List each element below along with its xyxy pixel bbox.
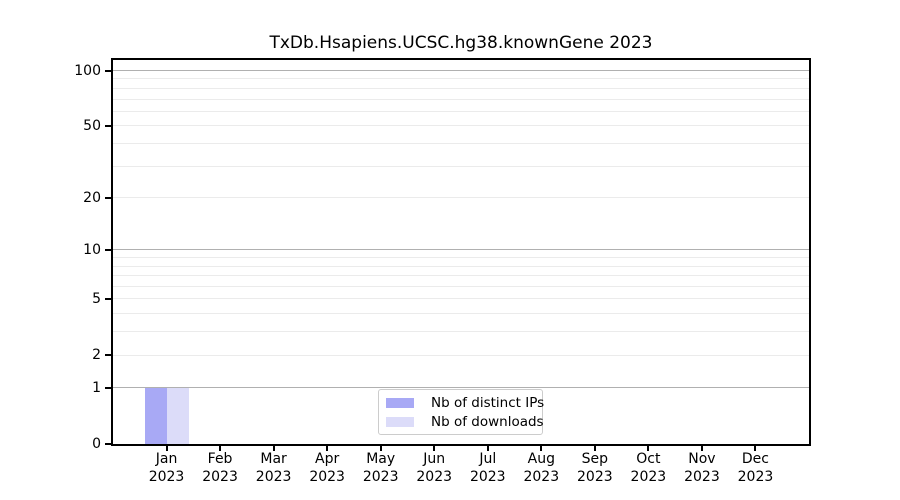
year-label: 2023 [523,468,560,485]
y-axis-tick-label: 1 [92,379,101,396]
gridline-major [113,70,809,71]
y-axis-tick-label: 0 [92,436,101,452]
gridline-minor [113,142,809,144]
legend-swatch-downloads [386,416,414,427]
gridline-minor [113,110,809,112]
x-tick-mark [540,446,543,451]
month-label: Jun [423,451,446,467]
gridline-minor [113,87,809,89]
y-tick-mark [105,248,111,251]
month-label: Jul [479,451,497,467]
legend: Nb of distinct IPs Nb of downloads [378,389,545,435]
x-axis-tick-label: Feb 2023 [180,451,260,486]
month-label: Mar [260,451,287,467]
y-tick-mark [105,297,111,300]
month-label: Dec [741,451,769,467]
month-label: Sep [581,451,609,467]
year-label: 2023 [362,468,399,485]
bar-jan-nb-of-distinct-ips [144,387,167,444]
y-tick-mark [105,196,111,199]
chart-title: TxDb.Hsapiens.UCSC.hg38.knownGene 2023 [269,33,653,53]
y-tick-mark [105,124,111,127]
gridline-minor [113,286,809,288]
year-label: 2023 [577,468,613,485]
x-tick-mark [326,446,329,451]
y-tick-mark [105,354,111,357]
gridline-minor [113,257,809,259]
gridline-minor [113,275,809,277]
month-label: Aug [527,451,555,467]
year-label: 2023 [416,468,453,485]
x-tick-mark [165,446,168,451]
x-tick-mark [593,446,596,451]
year-label: 2023 [630,468,667,485]
year-label: 2023 [684,468,720,485]
x-tick-mark [272,446,275,451]
year-label: 2023 [737,468,774,485]
gridline-minor [113,98,809,100]
y-axis-tick-label: 10 [83,241,101,258]
y-axis-tick-label: 50 [83,117,101,134]
year-label: 2023 [469,468,506,485]
year-label: 2023 [148,468,185,485]
gridline-minor [113,265,809,267]
legend-label-distinct-ips: Nb of distinct IPs [431,394,545,411]
y-axis-tick-label: 2 [92,347,101,364]
gridline-minor [113,354,809,356]
x-tick-mark [647,446,650,451]
legend-swatch-distinct-ips [386,397,414,408]
year-label: 2023 [309,468,345,485]
x-axis-tick-label: Mar 2023 [234,451,314,486]
year-label: 2023 [255,468,292,485]
x-axis-tick-label: Oct 2023 [608,451,688,486]
gridline-minor [113,197,809,199]
gridline-minor [113,78,809,80]
gridline-minor [113,298,809,300]
month-label: May [366,451,396,467]
gridline-major [113,249,809,251]
x-tick-mark [379,446,382,451]
x-axis-tick-label: Aug 2023 [501,451,581,486]
x-axis-tick-label: Jul 2023 [448,451,528,486]
month-label: Apr [315,451,340,467]
year-label: 2023 [202,468,238,485]
gridline-minor [113,331,809,333]
x-tick-mark [700,446,703,451]
month-label: Jan [155,451,178,467]
gridline-minor [113,165,809,167]
y-tick-mark [105,69,111,72]
y-axis-tick-label: 100 [74,62,101,79]
x-axis-tick-label: Nov 2023 [662,451,742,486]
month-label: Feb [207,451,233,467]
bar-jan-nb-of-downloads [166,387,189,444]
y-axis-tick-label: 20 [83,189,101,206]
x-axis-tick-label: Apr 2023 [287,451,367,486]
plot-area: 0 1 2 5 10 20 50 100 Jan 2023 Feb 2023 Mar 2023 Apr 20… [74,58,811,485]
month-label: Oct [636,451,661,467]
y-tick-mark [105,386,111,389]
legend-entry-downloads: Nb of downloads [379,413,544,430]
gridline-minor [113,313,809,315]
y-tick-mark [105,443,111,445]
x-tick-mark [219,446,222,451]
x-axis-tick-label: Dec 2023 [715,451,795,486]
x-axis-tick-label: Sep 2023 [555,451,635,486]
x-tick-mark [433,446,436,451]
x-tick-mark [754,446,757,451]
gridline-minor [113,125,809,127]
x-axis-tick-label: Jan 2023 [127,451,207,486]
legend-label-downloads: Nb of downloads [431,413,544,430]
x-tick-mark [486,446,489,451]
y-axis-tick-label: 5 [92,290,101,307]
gridline-major [113,387,809,389]
x-axis-tick-label: May 2023 [341,451,421,486]
x-axis-tick-label: Jun 2023 [394,451,474,486]
month-label: Nov [688,451,716,467]
legend-entry-distinct-ips: Nb of distinct IPs [379,394,545,411]
